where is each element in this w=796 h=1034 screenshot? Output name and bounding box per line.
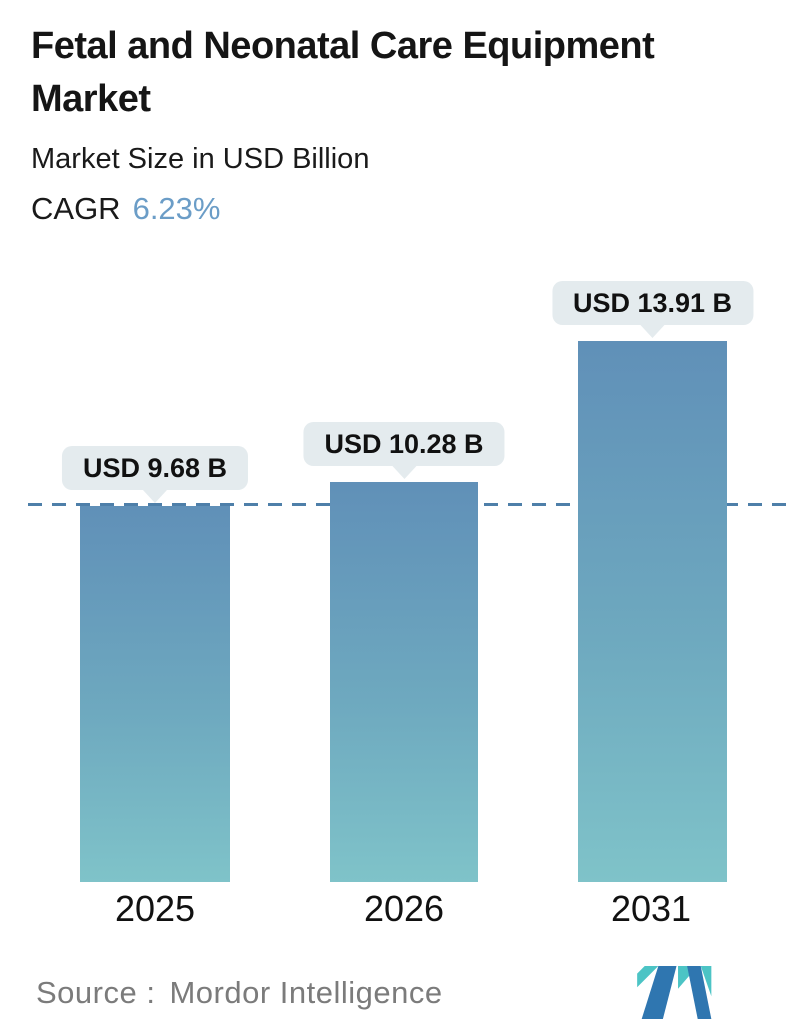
x-axis-label: 2025	[114, 888, 196, 929]
bar-group: USD 10.28 B	[303, 0, 505, 882]
bar-group: USD 13.91 B	[551, 0, 754, 882]
chart-header: Fetal and Neonatal Care Equipment Market…	[31, 20, 779, 227]
bar	[578, 341, 727, 882]
x-axis-label: 2031	[610, 888, 692, 929]
x-axis-label: 2026	[363, 888, 445, 929]
chart-subtitle: Market Size in USD Billion	[31, 143, 370, 175]
cagr-row: CAGR 6.23%	[31, 191, 779, 227]
value-label: USD 13.91 B	[551, 281, 754, 338]
bar	[330, 482, 478, 882]
value-label: USD 10.28 B	[303, 422, 505, 479]
value-label: USD 9.68 B	[61, 446, 249, 503]
mordor-intelligence-logo	[637, 966, 712, 1019]
page-title: Fetal and Neonatal Care Equipment Market	[31, 25, 655, 120]
cagr-label: CAGR	[31, 191, 121, 226]
bar	[80, 506, 230, 882]
cagr-value: 6.23%	[132, 191, 221, 226]
source-value: Mordor Intelligence	[169, 975, 443, 1010]
source-label: Source :	[36, 975, 156, 1010]
bar-group: USD 9.68 B	[61, 0, 249, 882]
bar-chart: USD 9.68 B USD 10.28 B USD 13.91 B	[28, 0, 792, 882]
source-attribution: Source : Mordor Intelligence	[36, 975, 443, 1011]
